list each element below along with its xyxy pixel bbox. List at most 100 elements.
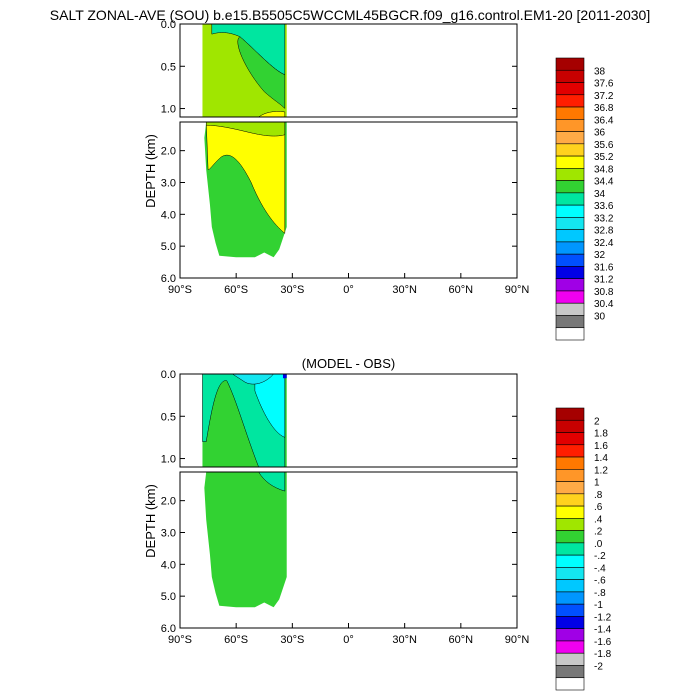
y-axis-label: DEPTH (km) [143,134,158,208]
colorbar-swatch [555,579,585,593]
colorbar-swatch [555,616,585,629]
colorbar-label: 34.4 [594,177,614,188]
colorbar-label: 30.8 [594,287,614,298]
colorbar-swatch [555,241,585,255]
colorbar-label: 38 [594,66,606,77]
colorbar-swatch [555,94,585,108]
y-tick-label: 1.0 [161,104,176,116]
colorbar-label: 1.2 [594,465,608,476]
y-axis-label: DEPTH (km) [143,484,158,558]
colorbar-label: 1 [594,478,600,489]
y-tick-label: 0.5 [161,61,176,73]
colorbar-swatch [555,180,585,194]
colorbar-swatch [555,444,585,458]
colorbar-label: 30 [594,311,606,322]
region-lower-negative [258,471,286,492]
colorbar-label: -1.2 [594,612,612,623]
colorbar-label: 36.4 [594,115,614,126]
y-tick-label: 3.0 [161,177,176,189]
colorbar-label: 31.2 [594,275,614,286]
colorbar-swatch [555,432,585,446]
panel-1: 0.0 0.5 1.0 2.0 3.0 4.0 5.0 6.090°S 60°S 30°S 0° 30… [143,19,614,341]
colorbar-swatch [555,57,585,71]
colorbar-swatch [555,119,585,132]
x-tick-label: 30°N [392,284,417,296]
colorbar-swatch [555,82,585,96]
colorbar-label: -.4 [594,563,606,574]
x-tick-label: 90°S [168,634,192,646]
colorbar-label: 32.8 [594,226,614,237]
colorbar-swatch [555,591,585,605]
y-tick-label: 5.0 [161,241,176,253]
colorbar-label: 1.6 [594,441,608,452]
colorbar-label: -1 [594,600,603,611]
colorbar-label: 1.4 [594,453,608,464]
colorbar: 21.81.61.41.21.8.6.4.2.0-.2-.4-.6-.8-1-1… [555,407,612,691]
colorbar-swatch [555,266,585,279]
colorbar-swatch [555,192,585,206]
x-tick-label: 90°N [505,284,530,296]
field [202,23,287,258]
colorbar-label: 36.8 [594,103,614,114]
colorbar-swatch [555,665,585,679]
y-tick-label: 3.0 [161,527,176,539]
y-tick-label: 0.0 [161,19,176,31]
colorbar-swatch [555,542,585,556]
colorbar-label: -.2 [594,551,606,562]
colorbar-label: 37.6 [594,79,614,90]
y-tick-label: 5.0 [161,591,176,603]
colorbar-swatch [555,302,585,316]
colorbar-label: -1.4 [594,625,612,636]
colorbar-swatch [555,530,585,544]
colorbar-label: .6 [594,502,603,513]
panels: 0.00.51.02.03.04.05.06.090°S 60°S 30°S 0° 30… [143,19,614,691]
x-tick-label: 0° [343,634,354,646]
colorbar-swatch [555,155,585,169]
colorbar-swatch [555,229,585,243]
colorbar-swatch [555,567,585,580]
region-surface-spot [282,374,287,379]
colorbar-swatch [555,69,585,83]
colorbar-swatch [555,518,585,531]
y-tick-label: 2.0 [161,496,176,508]
colorbar-swatch [555,217,585,230]
region-lower-transition [205,121,286,137]
colorbar-swatch [555,419,585,433]
colorbar-label: 2 [594,416,600,427]
colorbar-label: 37.2 [594,91,614,102]
colorbar-swatch [555,677,585,691]
colorbar-swatch [555,456,585,470]
panel-title: (MODEL - OBS) [302,356,395,371]
colorbar-swatch [555,469,585,482]
colorbar-label: .0 [594,539,603,550]
colorbar-label: 36 [594,128,606,139]
y-tick-label: 1.0 [161,454,176,466]
colorbar-swatch [555,481,585,495]
colorbar-label: 33.2 [594,213,614,224]
region-intermediate [237,36,286,110]
x-tick-label: 90°N [505,634,530,646]
x-tick-label: 60°N [449,284,474,296]
panel-2: (MODEL - OBS)0.00.51.02.03.04.05.06.090°… [143,356,612,691]
x-tick-label: 0° [343,284,354,296]
y-tick-label: 2.0 [161,146,176,158]
y-tick-label: 6.0 [161,273,176,285]
y-tick-label: 4.0 [161,559,176,571]
y-tick-label: 0.5 [161,411,176,423]
colorbar-swatch [555,278,585,292]
y-tick-label: 0.0 [161,369,176,381]
colorbar-swatch [555,628,585,642]
colorbar-swatch [555,652,585,666]
colorbar-label: 33.6 [594,201,614,212]
colorbar-label: -.6 [594,576,606,587]
field [202,373,287,608]
x-tick-label: 60°S [224,634,248,646]
colorbar-label: 1.8 [594,429,608,440]
colorbar-swatch [555,290,585,304]
x-tick-label: 60°N [449,634,474,646]
region-upper-more-negative [254,373,286,438]
colorbar-swatch [555,204,585,218]
region-deep-upper [257,111,286,118]
x-tick-label: 30°N [392,634,417,646]
